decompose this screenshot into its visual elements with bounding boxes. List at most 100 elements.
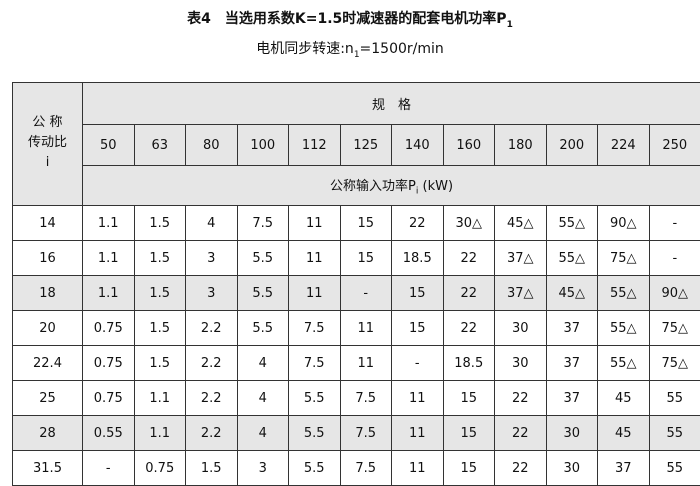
- value-cell: 7.5: [340, 416, 392, 451]
- power-text: (kW): [418, 179, 453, 194]
- value-cell: 11: [392, 416, 444, 451]
- spec-header: 规 格: [83, 83, 700, 125]
- size-cell: 200: [546, 125, 598, 166]
- ratio-cell: 20: [13, 311, 83, 346]
- size-cell: 63: [134, 125, 186, 166]
- ratio-cell: 28: [13, 416, 83, 451]
- value-cell: 22: [495, 416, 547, 451]
- value-cell: 75△: [598, 241, 650, 276]
- value-cell: 5.5: [289, 451, 341, 486]
- value-cell: 2.2: [186, 381, 238, 416]
- ratio-header-text: i: [46, 155, 50, 170]
- title-sub: 1: [507, 20, 513, 30]
- value-cell: -: [392, 346, 444, 381]
- ratio-cell: 18: [13, 276, 83, 311]
- value-cell: 18.5: [392, 241, 444, 276]
- value-cell: 37: [546, 381, 598, 416]
- value-cell: 22: [495, 381, 547, 416]
- value-cell: 3: [186, 276, 238, 311]
- value-cell: 1.5: [134, 276, 186, 311]
- power-header: 公称输入功率Pi (kW): [83, 166, 700, 206]
- value-cell: 5.5: [237, 241, 289, 276]
- value-cell: 0.55: [83, 416, 135, 451]
- subtitle: 电机同步转速:n1=1500r/min: [0, 38, 700, 60]
- value-cell: 11: [392, 451, 444, 486]
- value-cell: 5.5: [237, 276, 289, 311]
- value-cell: 37: [546, 346, 598, 381]
- value-cell: -: [649, 206, 700, 241]
- value-cell: 11: [392, 381, 444, 416]
- value-cell: 30△: [443, 206, 495, 241]
- value-cell: 45△: [546, 276, 598, 311]
- title: 表4 当选用系数K=1.5时减速器的配套电机功率P1: [0, 8, 700, 30]
- ratio-cell: 16: [13, 241, 83, 276]
- value-cell: 22: [443, 276, 495, 311]
- ratio-cell: 25: [13, 381, 83, 416]
- value-cell: 4: [237, 346, 289, 381]
- value-cell: 55△: [598, 346, 650, 381]
- size-cell: 180: [495, 125, 547, 166]
- value-cell: 22: [495, 451, 547, 486]
- value-cell: 15: [340, 241, 392, 276]
- value-cell: 5.5: [289, 416, 341, 451]
- value-cell: 2.2: [186, 311, 238, 346]
- value-cell: 3: [186, 241, 238, 276]
- value-cell: 3: [237, 451, 289, 486]
- size-cell: 50: [83, 125, 135, 166]
- value-cell: 7.5: [340, 451, 392, 486]
- value-cell: 1.5: [134, 206, 186, 241]
- title-text: 表4 当选用系数K=1.5时减速器的配套电机功率P: [187, 11, 506, 27]
- value-cell: 30: [495, 346, 547, 381]
- size-cell: 224: [598, 125, 650, 166]
- value-cell: 2.2: [186, 346, 238, 381]
- value-cell: 7.5: [289, 311, 341, 346]
- value-cell: 15: [443, 416, 495, 451]
- value-cell: 4: [237, 381, 289, 416]
- value-cell: 75△: [649, 346, 700, 381]
- value-cell: 45: [598, 416, 650, 451]
- value-cell: 30: [546, 451, 598, 486]
- value-cell: -: [649, 241, 700, 276]
- value-cell: 4: [186, 206, 238, 241]
- value-cell: 1.5: [134, 241, 186, 276]
- size-cell: 160: [443, 125, 495, 166]
- value-cell: -: [83, 451, 135, 486]
- size-cell: 125: [340, 125, 392, 166]
- value-cell: 15: [392, 276, 444, 311]
- power-row: 公称输入功率Pi (kW): [13, 166, 700, 206]
- size-cell: 80: [186, 125, 238, 166]
- value-cell: 0.75: [83, 346, 135, 381]
- value-cell: 15: [392, 311, 444, 346]
- value-cell: 7.5: [340, 381, 392, 416]
- subtitle-text: 电机同步转速:n: [256, 41, 354, 57]
- value-cell: 1.5: [186, 451, 238, 486]
- value-cell: 1.1: [83, 206, 135, 241]
- power-text: 公称输入功率P: [330, 179, 416, 194]
- value-cell: 55△: [546, 241, 598, 276]
- value-cell: 5.5: [237, 311, 289, 346]
- value-cell: 15: [340, 206, 392, 241]
- value-cell: 15: [443, 451, 495, 486]
- size-cell: 250: [649, 125, 700, 166]
- value-cell: 1.5: [134, 311, 186, 346]
- value-cell: 11: [289, 276, 341, 311]
- value-cell: 55: [649, 381, 700, 416]
- value-cell: -: [340, 276, 392, 311]
- value-cell: 18.5: [443, 346, 495, 381]
- value-cell: 11: [340, 346, 392, 381]
- value-cell: 22: [443, 311, 495, 346]
- ratio-cell: 31.5: [13, 451, 83, 486]
- subtitle-text: =1500r/min: [360, 41, 444, 57]
- value-cell: 30: [546, 416, 598, 451]
- value-cell: 55△: [598, 311, 650, 346]
